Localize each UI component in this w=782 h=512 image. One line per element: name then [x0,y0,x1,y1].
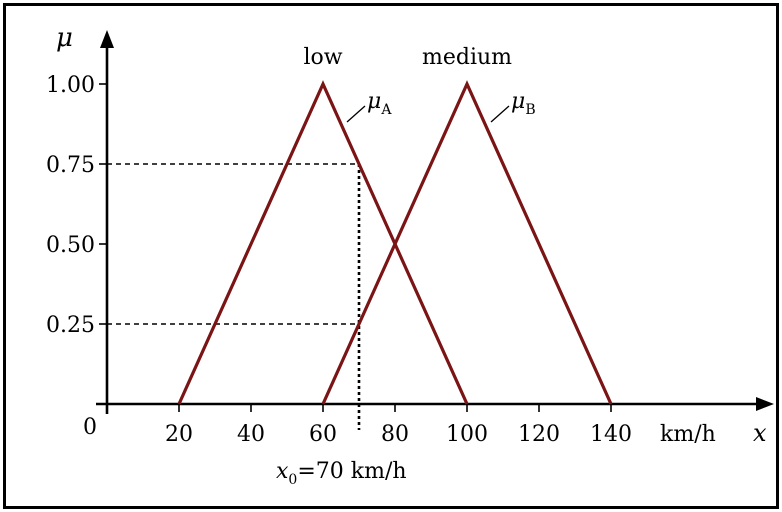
series-symbol-mu: μ [367,89,381,114]
x0-annotation-subscript: 0 [288,472,297,488]
y-axis-label: μ [56,23,73,53]
y-tick-label: 1.00 [46,73,95,98]
labels: μ 0 km/h x x0=70 km/h 20 40 60 80 100 120 1400… [46,23,767,488]
series-leader-line [490,105,510,123]
x-tick-label: 60 [309,422,337,447]
x-tick-label: 80 [381,422,409,447]
x-axis-variable-label: x [753,419,767,447]
series-lines [177,80,613,405]
y-tick-label: 0.25 [46,313,95,338]
y-axis-arrow-icon [100,30,114,48]
series-symbol-subscript: B [525,102,535,118]
series-leader-line [346,105,366,123]
x-axis-arrow-icon [756,397,774,411]
guide-lines [107,163,361,430]
x-tick-label: 140 [590,422,632,447]
origin-label: 0 [83,415,97,440]
tick-marks [99,83,612,412]
y-tick-label: 0.50 [46,233,95,258]
x-tick-label: 40 [237,422,265,447]
x0-annotation-var: x [276,459,289,484]
y-tick-label: 0.75 [46,153,95,178]
series-symbol-subscript: A [380,102,392,118]
axes [96,30,774,414]
x-tick-label: 20 [165,422,193,447]
x-axis-unit-label: km/h [660,422,716,447]
x0-annotation: x0=70 km/h [276,459,407,488]
x0-annotation-value: =70 km/h [297,459,406,484]
series-symbol-medium: μB [511,89,536,118]
series-name-medium: medium [422,45,512,70]
series-symbol-low: μA [367,89,392,118]
series-name-low: low [303,45,342,70]
series-line-low [177,80,469,405]
series-line-medium [321,80,613,405]
x-tick-label: 100 [446,422,488,447]
series-symbol-mu: μ [511,89,525,114]
x-tick-label: 120 [518,422,560,447]
